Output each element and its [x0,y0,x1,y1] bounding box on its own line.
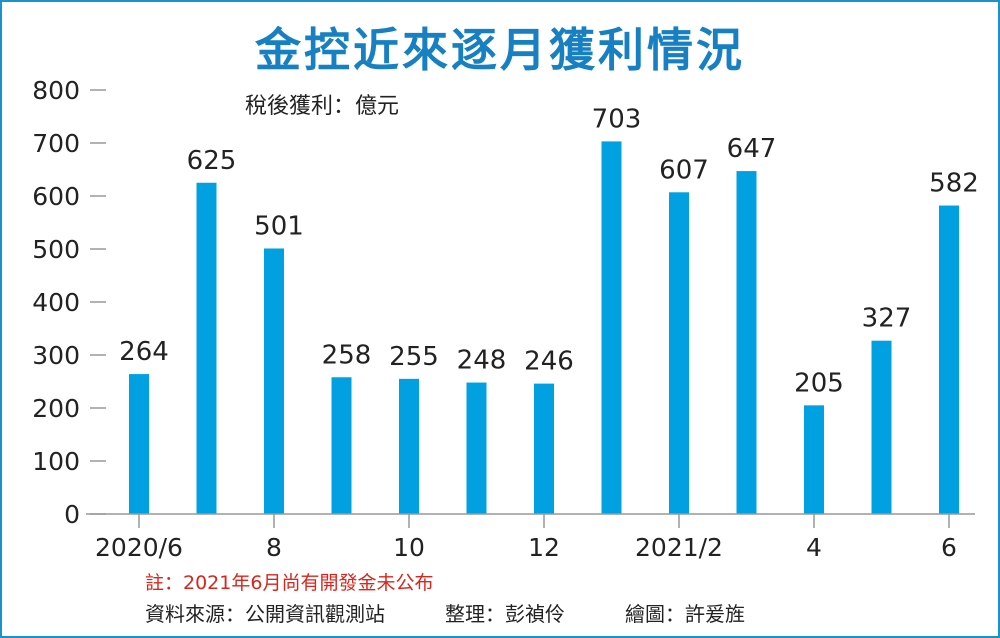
bar [264,248,284,514]
y-tick-label: 400 [32,288,80,317]
y-tick-label: 600 [32,182,80,211]
bar [871,340,892,514]
data-label: 255 [389,342,439,372]
x-tick-label: 2021/2 [635,533,723,562]
data-label: 582 [929,169,979,199]
y-tick-label: 0 [64,500,80,529]
bar [331,377,352,514]
y-tick-label: 800 [32,76,80,105]
source-credit: 資料來源：公開資訊觀測站 [145,602,385,626]
x-tick-label: 12 [528,533,560,562]
y-tick-label: 300 [32,341,80,370]
data-label: 205 [794,368,844,398]
bar [804,405,824,514]
credits: 資料來源：公開資訊觀測站 整理：彭禎伶 繪圖：許爰旌 [145,598,805,627]
data-label: 625 [187,146,237,176]
editor-credit: 整理：彭禎伶 [445,602,565,626]
y-tick-label: 500 [32,235,80,264]
bar [534,383,554,514]
data-label: 248 [457,346,507,376]
x-tick-label: 10 [393,533,425,562]
y-tick-label: 100 [32,447,80,476]
bar [736,171,757,514]
data-label: 647 [727,134,777,164]
y-tick-label: 200 [32,394,80,423]
data-label: 327 [862,304,912,334]
footnote: 註：2021年6月尚有開發金未公布 [145,572,434,594]
data-label: 246 [524,347,574,377]
bar [196,182,217,514]
bar [939,205,959,515]
unit-label: 稅後獲利：億元 [245,94,400,119]
bar [129,374,149,514]
bar [466,382,487,514]
bar [669,192,689,515]
x-tick-label: 4 [806,533,822,562]
data-label: 258 [322,340,372,370]
bar [601,141,622,514]
x-tick-label: 6 [941,533,957,562]
x-tick-label: 2020/6 [95,533,183,562]
bars: 264 625 501 258 255 248 246 703 607 647 205 327 582 [119,104,979,515]
y-tick-label: 700 [32,129,80,158]
x-axis: 2020/6 8 10 12 2021/2 4 6 [86,513,975,562]
bar [399,378,419,514]
data-label: 607 [659,155,709,185]
illustrator-credit: 繪圖：許爰旌 [625,602,745,626]
x-tick-label: 8 [266,533,282,562]
data-label: 501 [254,211,304,241]
data-label: 703 [592,104,642,134]
chart-title: 金控近來逐月獲利情況 [255,23,745,77]
y-axis: 0 100 200 300 400 500 600 700 800 [32,76,106,529]
data-label: 264 [119,337,169,367]
